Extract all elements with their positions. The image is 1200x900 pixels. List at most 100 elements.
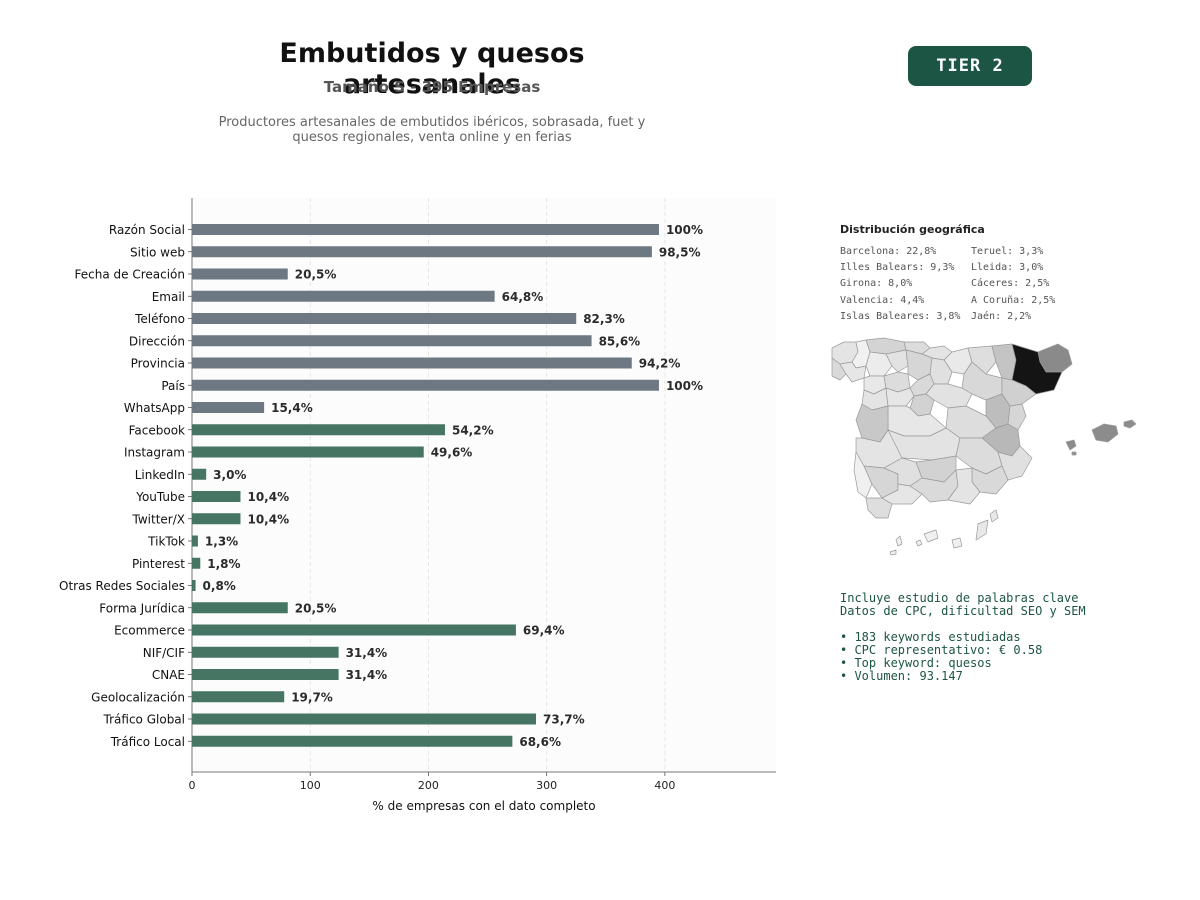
tier-badge: TIER 2: [908, 46, 1032, 86]
bar: [192, 646, 339, 658]
bar: [192, 468, 207, 480]
data-label: 20,5%: [295, 601, 337, 615]
data-label: 19,7%: [291, 690, 333, 704]
map-region-almeria: [947, 467, 981, 505]
category-label: TikTok: [147, 535, 185, 549]
map-region-mallorca: [1091, 423, 1119, 443]
bar: [192, 624, 516, 636]
map-region-menorca: [1123, 419, 1137, 429]
bar: [192, 691, 285, 703]
data-label: 10,4%: [247, 490, 289, 504]
geo-item: A Coruña: 2,5%: [971, 294, 1056, 306]
geo-item: Illes Balears: 9,3%: [840, 262, 955, 274]
map-region-la-palma: [895, 535, 903, 547]
data-label: 0,8%: [203, 579, 236, 593]
bar: [192, 557, 201, 569]
bar: [192, 313, 577, 324]
page-description: Productores artesanales de embutidos ibé…: [190, 115, 674, 145]
category-label: Otras Redes Sociales: [59, 579, 185, 593]
bar: [192, 357, 632, 369]
x-axis-label: % de empresas con el dato completo: [372, 799, 595, 813]
geo-title: Distribución geográfica: [840, 223, 985, 236]
spain-map: [831, 337, 1137, 556]
data-label: 31,4%: [346, 646, 388, 660]
x-tick-label: 200: [418, 779, 439, 792]
category-label: CNAE: [152, 668, 185, 682]
bar: [192, 602, 288, 614]
data-label: 98,5%: [659, 245, 701, 259]
geo-item: Islas Baleares: 3,8%: [840, 310, 961, 322]
map-region-lanzarote: [989, 509, 999, 523]
geo-item: Jaén: 2,2%: [971, 310, 1032, 322]
data-label: 31,4%: [346, 668, 388, 682]
bar: [192, 513, 241, 525]
bar: [192, 491, 241, 502]
bar-chart: 0 100 200 300 400 Razón Social 100% Sitio web 98…: [59, 198, 776, 813]
geo-item: Lleida: 3,0%: [971, 262, 1044, 274]
bar: [192, 224, 659, 235]
map-region-el-hierro: [889, 549, 897, 556]
category-label: Facebook: [129, 423, 185, 437]
data-label: 3,0%: [213, 468, 246, 482]
bar: [192, 669, 339, 680]
keywords-line: Datos de CPC, dificultad SEO y SEM: [840, 604, 1086, 618]
map-region-tenerife: [923, 529, 939, 543]
data-label: 20,5%: [295, 268, 337, 282]
geo-item: Girona: 8,0%: [840, 278, 913, 290]
geo-item: Valencia: 4,4%: [840, 294, 925, 306]
map-region-pontevedra: [831, 357, 847, 381]
data-label: 10,4%: [247, 512, 289, 526]
category-label: Provincia: [131, 357, 185, 371]
page-subtitle: Tamaño S - 395 Empresas: [323, 78, 541, 96]
bar: [192, 290, 495, 302]
description-line: Productores artesanales de embutidos ibé…: [218, 115, 646, 130]
map-region-la-gomera: [915, 539, 923, 547]
geo-item: Barcelona: 22,8%: [840, 246, 937, 257]
data-label: 54,2%: [452, 423, 494, 437]
category-label: Fecha de Creación: [75, 268, 185, 282]
category-label: YouTube: [135, 490, 185, 504]
keywords-bullet: • 183 keywords estudiadas: [840, 630, 1021, 644]
category-label: WhatsApp: [124, 401, 185, 415]
x-tick-label: 100: [300, 779, 321, 792]
geo-item: Cáceres: 2,5%: [971, 278, 1050, 290]
category-label: País: [161, 379, 185, 393]
data-label: 1,3%: [205, 535, 238, 549]
bar: [192, 424, 445, 436]
map-region-fuerteventura: [975, 519, 989, 541]
geo-item: Teruel: 3,3%: [971, 246, 1044, 257]
bar: [192, 379, 659, 391]
keywords-bullet: • Top keyword: quesos: [840, 656, 992, 670]
data-label: 1,8%: [207, 557, 240, 571]
x-tick-label: 0: [189, 779, 196, 792]
data-label: 69,4%: [523, 624, 565, 638]
category-label: Pinterest: [132, 557, 185, 571]
map-region-ourense: [839, 361, 867, 383]
category-label: Tráfico Global: [103, 713, 185, 727]
bar: [192, 268, 288, 280]
bar: [192, 580, 196, 591]
bar: [192, 535, 198, 547]
bar: [192, 713, 537, 725]
description-line: quesos regionales, venta online y en fer…: [292, 130, 572, 145]
keywords-bullet: • Volumen: 93.147: [840, 669, 963, 683]
data-label: 49,6%: [431, 446, 473, 460]
map-region-palencia: [885, 349, 909, 373]
data-label: 100%: [666, 223, 703, 237]
category-label: Email: [152, 290, 185, 304]
bar: [192, 446, 424, 458]
data-label: 100%: [666, 379, 703, 393]
bar: [192, 335, 592, 347]
bar: [192, 402, 265, 413]
map-region-gran-canaria: [951, 537, 963, 549]
category-label: Ecommerce: [114, 624, 185, 638]
data-label: 15,4%: [271, 401, 313, 415]
map-region-caceres: [855, 403, 889, 443]
bar: [192, 246, 652, 258]
data-label: 73,7%: [543, 713, 585, 727]
category-label: NIF/CIF: [143, 646, 185, 660]
plot-background: [192, 198, 776, 772]
category-label: Sitio web: [130, 245, 185, 259]
data-label: 68,6%: [519, 735, 561, 749]
x-tick-label: 300: [536, 779, 557, 792]
